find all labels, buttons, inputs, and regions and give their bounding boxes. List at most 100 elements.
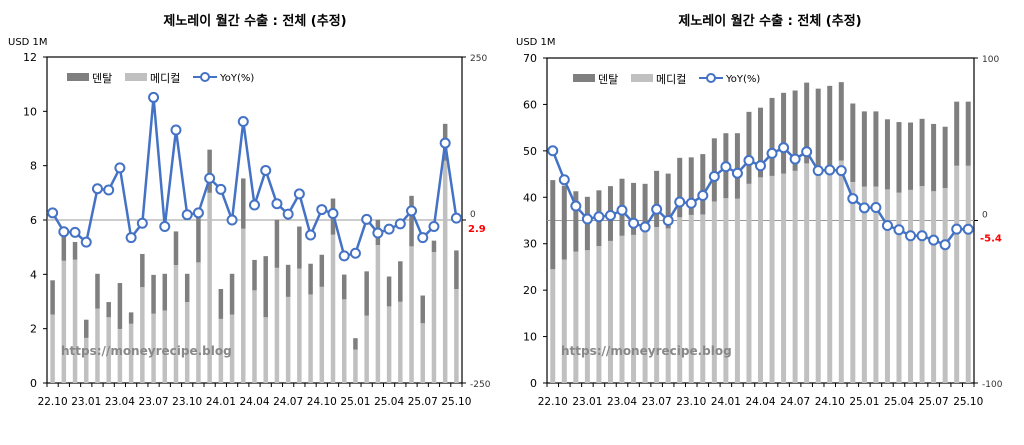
bar-medical xyxy=(561,259,567,383)
bar-dental xyxy=(561,185,567,260)
bar-medical xyxy=(573,251,579,383)
bar-medical xyxy=(386,306,392,383)
bar-medical xyxy=(688,214,694,383)
x-tick-label: 24.07 xyxy=(780,396,810,408)
bar-dental xyxy=(364,271,369,316)
y2-tick-label: 0 xyxy=(982,211,988,221)
yoy-point xyxy=(870,202,882,213)
y-tick-label: 40 xyxy=(523,191,537,204)
yoy-point xyxy=(708,170,720,182)
yoy-point xyxy=(260,164,272,176)
bar-dental xyxy=(746,111,752,184)
yoy-point xyxy=(951,223,963,235)
bar-medical xyxy=(420,323,425,383)
bar-medical xyxy=(896,192,902,383)
yoy-point xyxy=(881,220,893,232)
bar-medical xyxy=(631,234,637,383)
bar-medical xyxy=(398,301,403,383)
yoy-point xyxy=(383,223,395,235)
yoy-point xyxy=(159,221,171,233)
bar-dental xyxy=(654,170,660,227)
bar-dental xyxy=(61,236,67,261)
y-axis-unit-label: USD 1M xyxy=(8,37,48,48)
y-tick-label: 4 xyxy=(30,268,37,281)
yoy-point xyxy=(450,212,462,224)
bar-dental xyxy=(84,319,89,338)
bar-dental xyxy=(420,295,425,324)
bar-medical xyxy=(908,189,914,383)
yoy-point xyxy=(697,189,709,201)
yoy-point xyxy=(226,214,238,226)
yoy-point xyxy=(916,230,928,242)
bar-dental xyxy=(665,173,671,229)
bar-medical xyxy=(95,308,100,383)
bar-medical xyxy=(375,244,381,383)
bar-dental xyxy=(140,253,145,288)
bar-dental xyxy=(184,273,190,303)
yoy-point xyxy=(570,200,582,212)
legend-label-medical: 메디컬 xyxy=(150,72,180,85)
bar-medical xyxy=(263,317,268,383)
x-tick-label: 24.04 xyxy=(239,396,269,408)
bar-medical xyxy=(861,186,867,383)
bar-dental xyxy=(95,273,100,309)
y-tick-label: 60 xyxy=(523,98,537,111)
yoy-point xyxy=(801,146,813,158)
legend-swatch-medical xyxy=(125,73,147,81)
bar-dental xyxy=(252,259,257,291)
bar-medical xyxy=(792,170,798,383)
legend-label-medical: 메디컬 xyxy=(656,73,686,86)
bar-medical xyxy=(431,252,437,383)
yoy-point xyxy=(639,221,651,233)
yoy-point xyxy=(249,199,260,211)
bar-medical xyxy=(584,250,590,383)
x-tick-label: 24.07 xyxy=(273,396,303,408)
yoy-point xyxy=(604,209,616,221)
legend-label-dental: 덴탈 xyxy=(92,72,112,85)
x-tick-label: 23.10 xyxy=(676,396,706,408)
yoy-last-data-label: -5.4 xyxy=(980,233,1002,244)
yoy-point xyxy=(778,142,790,154)
yoy-point xyxy=(91,183,103,195)
bar-dental xyxy=(117,283,123,329)
bar-medical xyxy=(162,310,168,383)
y2-tick-label: -250 xyxy=(470,380,491,390)
bar-dental xyxy=(353,338,358,350)
bar-medical xyxy=(781,173,787,383)
bar-dental xyxy=(919,118,925,187)
bar-medical xyxy=(804,163,810,383)
bar-medical xyxy=(229,314,235,383)
yoy-point xyxy=(743,155,755,167)
bar-dental xyxy=(711,138,717,202)
bar-medical xyxy=(723,198,729,383)
yoy-point xyxy=(581,213,593,225)
x-tick-label: 25.10 xyxy=(441,396,471,408)
yoy-point xyxy=(835,165,847,177)
yoy-point xyxy=(428,221,440,233)
bar-dental xyxy=(196,217,201,263)
yoy-point xyxy=(893,224,905,236)
y-tick-label: 0 xyxy=(30,377,37,390)
bar-dental xyxy=(965,101,971,166)
bar-dental xyxy=(815,88,821,173)
bar-medical xyxy=(642,231,648,383)
x-tick-label: 24.10 xyxy=(815,396,845,408)
bar-medical xyxy=(140,287,145,383)
y-tick-label: 12 xyxy=(23,51,37,64)
x-tick-label: 22.10 xyxy=(38,396,68,408)
yoy-point xyxy=(148,91,160,103)
y-tick-label: 6 xyxy=(30,214,37,227)
bar-dental xyxy=(850,103,856,182)
y2-tick-label: -100 xyxy=(982,380,1003,390)
bar-medical xyxy=(72,259,78,383)
bar-dental xyxy=(861,111,867,187)
bar-medical xyxy=(850,181,856,383)
yoy-point xyxy=(136,217,148,229)
bar-medical xyxy=(173,265,179,383)
bar-medical xyxy=(607,240,613,383)
x-tick-label: 24.10 xyxy=(307,396,337,408)
yoy-point xyxy=(215,183,227,195)
bar-medical xyxy=(297,268,302,383)
x-tick-label: 23.01 xyxy=(71,396,101,408)
